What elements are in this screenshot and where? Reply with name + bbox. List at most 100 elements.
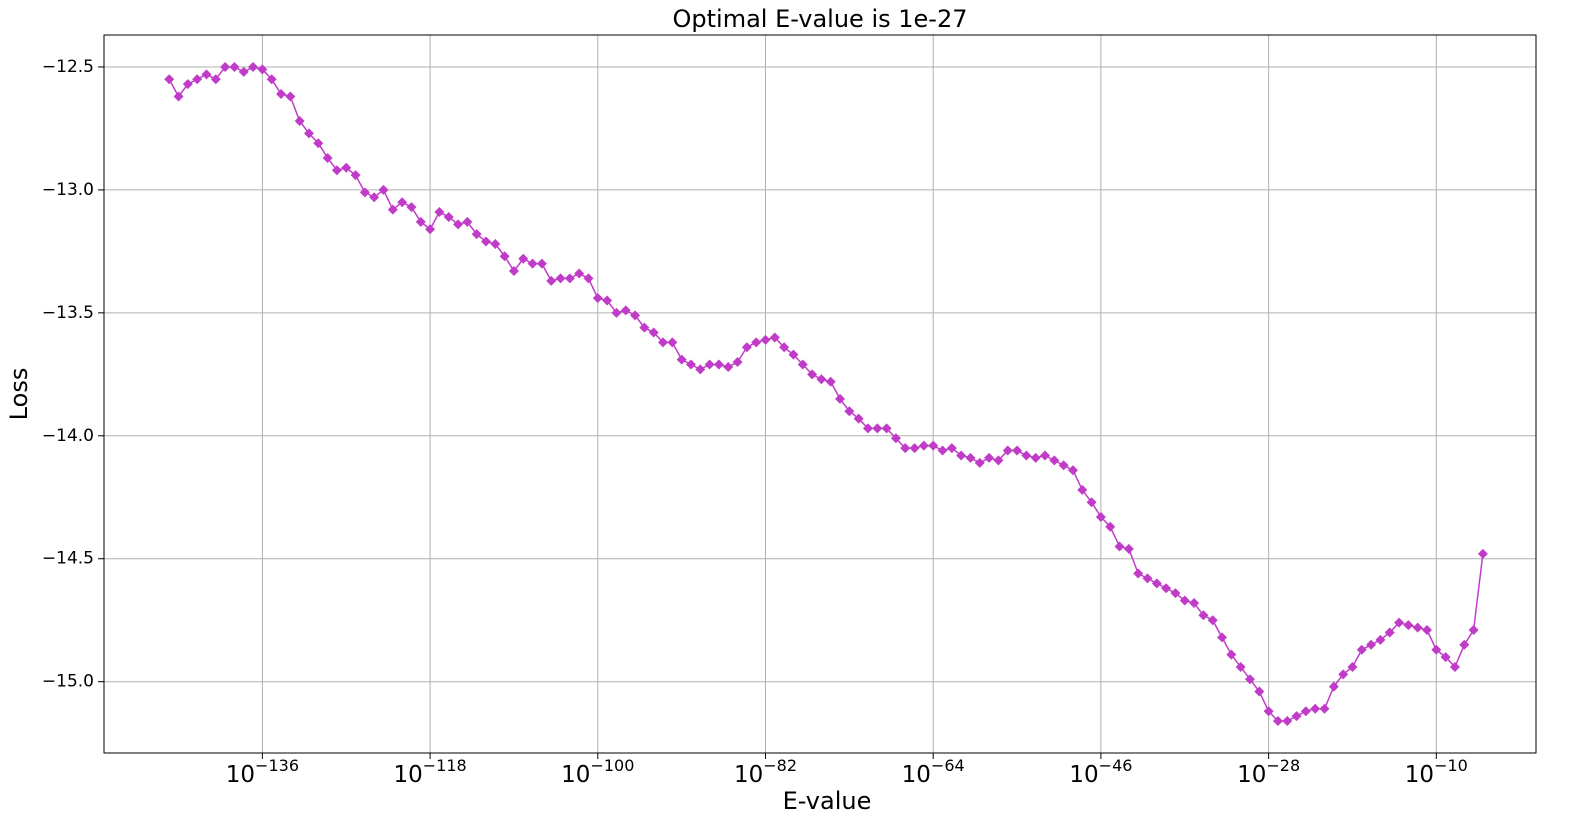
data-point xyxy=(555,273,566,284)
data-point xyxy=(1049,455,1060,466)
plot-frame xyxy=(103,34,1537,754)
data-point xyxy=(760,334,771,345)
data-point xyxy=(294,116,305,127)
data-point xyxy=(751,337,762,348)
data-point xyxy=(276,89,287,100)
data-point xyxy=(518,253,529,264)
data-point xyxy=(1431,644,1442,655)
data-point xyxy=(900,443,911,454)
data-point xyxy=(369,192,380,203)
data-point xyxy=(1133,568,1144,579)
data-point xyxy=(984,452,995,463)
data-point xyxy=(1198,610,1209,621)
data-point xyxy=(881,423,892,434)
data-point xyxy=(406,202,417,213)
data-point xyxy=(313,138,324,149)
data-point xyxy=(508,266,519,277)
data-point xyxy=(1123,543,1134,554)
data-point xyxy=(1244,674,1255,685)
data-point xyxy=(667,337,678,348)
x-tick-label: 10−100 xyxy=(561,756,634,788)
data-point xyxy=(993,455,1004,466)
data-point xyxy=(1095,511,1106,522)
data-point xyxy=(546,275,557,286)
data-point xyxy=(797,359,808,370)
data-point xyxy=(890,433,901,444)
data-point xyxy=(956,450,967,461)
data-point xyxy=(1366,639,1377,650)
data-point xyxy=(415,216,426,227)
data-point xyxy=(946,443,957,454)
data-point xyxy=(499,251,510,262)
data-point xyxy=(974,457,985,468)
data-point xyxy=(1067,465,1078,476)
data-point xyxy=(1105,521,1116,532)
x-axis-label: E-value xyxy=(783,787,872,815)
data-point xyxy=(620,305,631,316)
data-point xyxy=(853,413,864,424)
data-point xyxy=(1347,661,1358,672)
data-point xyxy=(1077,484,1088,495)
y-tick-label: −12.5 xyxy=(42,57,94,77)
data-point xyxy=(182,79,193,90)
data-point xyxy=(769,332,780,343)
data-point xyxy=(173,91,184,102)
data-point xyxy=(723,361,734,372)
data-point xyxy=(1468,625,1479,636)
data-point xyxy=(1151,578,1162,589)
data-point xyxy=(229,61,240,72)
data-point xyxy=(322,152,333,163)
data-point xyxy=(1170,588,1181,599)
data-point xyxy=(378,184,389,195)
data-point xyxy=(285,91,296,102)
data-point xyxy=(862,423,873,434)
data-point xyxy=(909,443,920,454)
data-point xyxy=(695,364,706,375)
data-point xyxy=(1058,460,1069,471)
data-line xyxy=(168,66,1484,722)
y-tick-label: −13.5 xyxy=(42,303,94,323)
data-point xyxy=(872,423,883,434)
data-point xyxy=(583,273,594,284)
data-point xyxy=(1403,620,1414,631)
data-point xyxy=(937,445,948,456)
data-point xyxy=(611,307,622,318)
data-point xyxy=(1002,445,1013,456)
data-point xyxy=(536,258,547,269)
data-point xyxy=(359,187,370,198)
data-point xyxy=(713,359,724,370)
data-point xyxy=(1189,598,1200,609)
data-point xyxy=(676,354,687,365)
data-point xyxy=(480,236,491,247)
data-point xyxy=(453,219,464,230)
data-point xyxy=(1310,703,1321,714)
x-tick-label: 10−28 xyxy=(1237,756,1300,788)
data-point xyxy=(648,327,659,338)
data-point xyxy=(844,406,855,417)
data-point xyxy=(1235,661,1246,672)
data-point xyxy=(574,268,585,279)
data-point xyxy=(807,369,818,380)
data-point xyxy=(816,374,827,385)
y-tick-label: −14.0 xyxy=(42,426,94,446)
data-point xyxy=(210,74,221,85)
data-point xyxy=(1384,627,1395,638)
data-point xyxy=(928,440,939,451)
y-tick-label: −15.0 xyxy=(42,672,94,692)
data-point xyxy=(1300,706,1311,717)
data-point xyxy=(387,204,398,215)
data-point xyxy=(1356,644,1367,655)
data-point xyxy=(630,310,641,321)
data-point xyxy=(397,197,408,208)
data-point xyxy=(1477,548,1488,559)
x-tick-label: 10−118 xyxy=(393,756,466,788)
data-point xyxy=(434,207,445,218)
data-point xyxy=(685,359,696,370)
data-point xyxy=(341,162,352,173)
data-point xyxy=(220,61,231,72)
data-point xyxy=(238,66,249,77)
data-point xyxy=(1142,573,1153,584)
data-point xyxy=(257,64,268,75)
data-point xyxy=(1021,450,1032,461)
data-point xyxy=(788,349,799,360)
